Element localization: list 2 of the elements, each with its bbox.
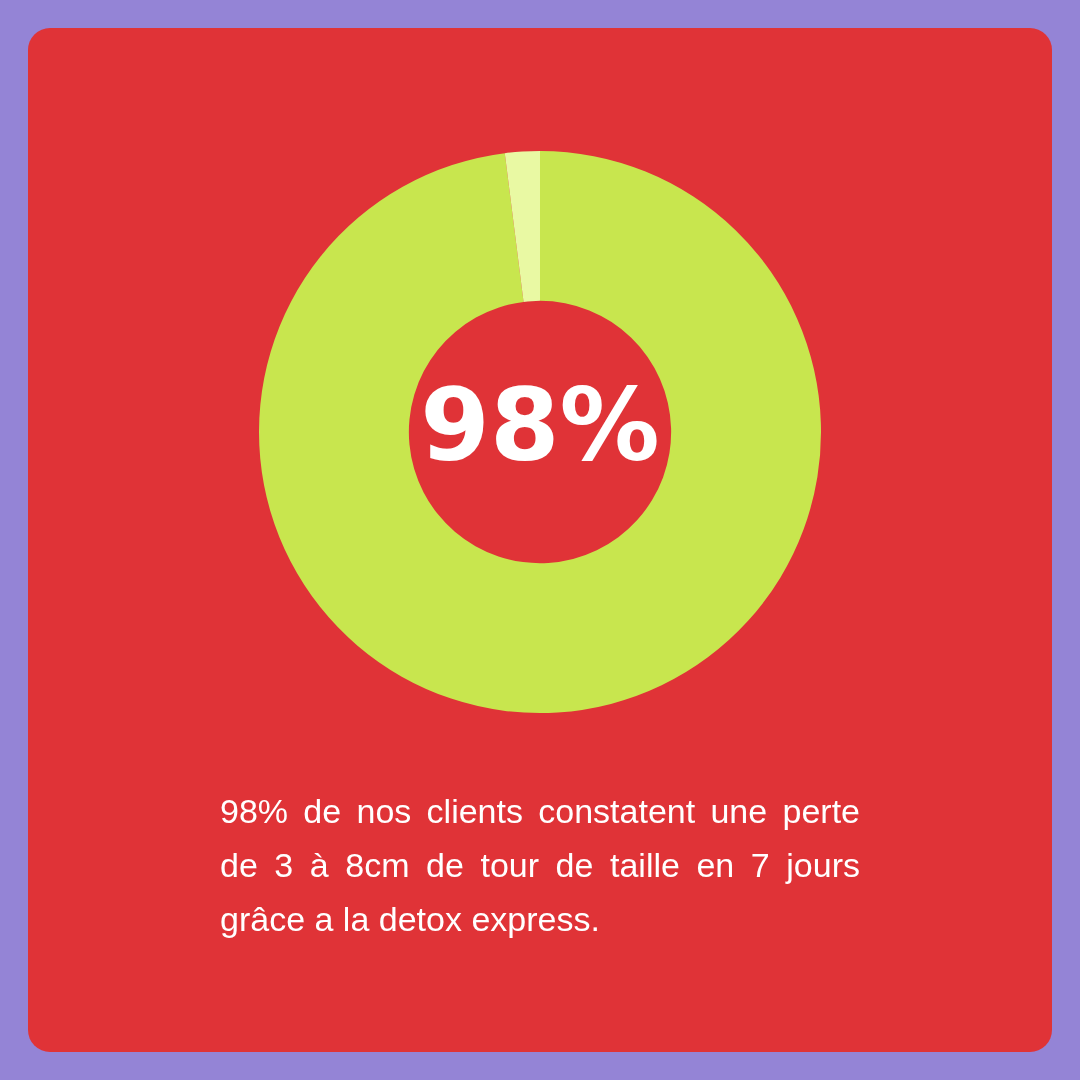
data-label: 98%	[420, 366, 660, 484]
text: 98% de nos clients constatent une perte de 3 à 8cm de tour de taille en 7 jours grâce a la detox express.	[220, 791, 860, 940]
